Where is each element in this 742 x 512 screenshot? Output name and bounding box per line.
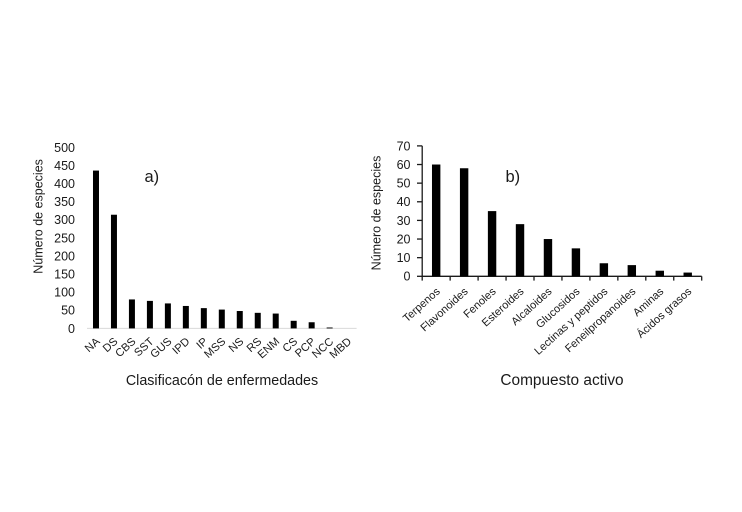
svg-text:Número de especies: Número de especies (32, 159, 46, 274)
svg-text:250: 250 (54, 231, 75, 245)
svg-text:0: 0 (404, 270, 411, 284)
svg-text:0: 0 (68, 322, 75, 336)
svg-text:40: 40 (397, 195, 411, 209)
svg-text:100: 100 (54, 286, 75, 300)
svg-text:200: 200 (54, 249, 75, 263)
svg-text:a): a) (145, 168, 160, 186)
svg-text:300: 300 (54, 213, 75, 227)
svg-text:Compuesto activo: Compuesto activo (500, 372, 623, 389)
svg-text:60: 60 (397, 158, 411, 172)
svg-text:70: 70 (397, 139, 411, 153)
svg-text:Clasificacón de enfermedades: Clasificacón de enfermedades (126, 373, 318, 389)
svg-text:500: 500 (54, 141, 75, 155)
svg-text:150: 150 (54, 268, 75, 282)
svg-text:b): b) (506, 168, 521, 186)
svg-text:10: 10 (397, 251, 411, 265)
svg-text:450: 450 (54, 159, 75, 173)
svg-text:30: 30 (397, 214, 411, 228)
svg-text:350: 350 (54, 195, 75, 209)
svg-text:50: 50 (397, 177, 411, 191)
svg-text:20: 20 (397, 232, 411, 246)
svg-text:400: 400 (54, 177, 75, 191)
svg-text:50: 50 (61, 304, 75, 318)
svg-text:Número de especies: Número de especies (370, 156, 384, 271)
